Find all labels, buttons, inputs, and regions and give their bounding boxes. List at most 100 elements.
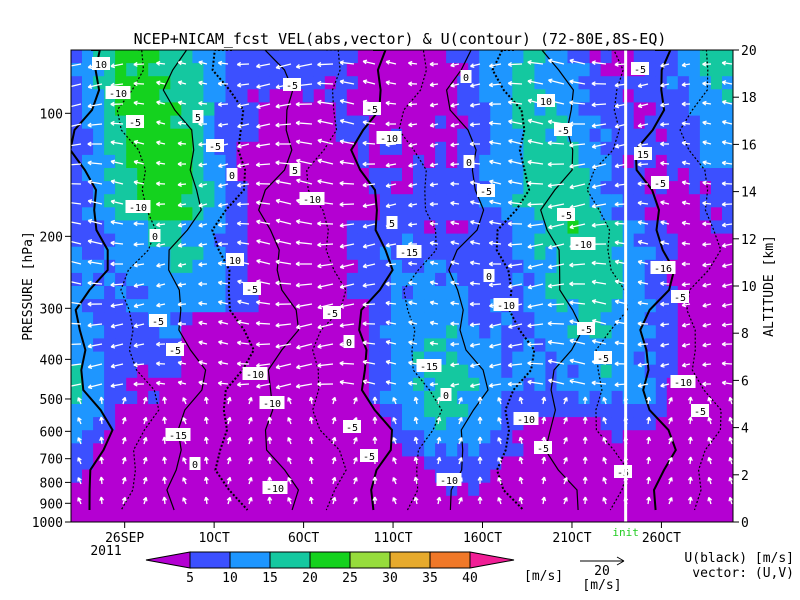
field-cell bbox=[633, 443, 646, 457]
wind-vector bbox=[177, 360, 187, 366]
field-cell bbox=[490, 220, 502, 235]
contour-label-box bbox=[343, 420, 361, 433]
field-cell bbox=[644, 115, 657, 130]
field-cell bbox=[170, 299, 182, 313]
field-cell bbox=[644, 508, 657, 522]
field-cell bbox=[688, 233, 701, 248]
field-cell bbox=[115, 390, 127, 405]
wind-vector bbox=[728, 436, 733, 445]
field-cell bbox=[203, 272, 215, 287]
field-cell bbox=[104, 469, 116, 484]
field-cell bbox=[479, 377, 491, 392]
field-cell bbox=[324, 50, 337, 64]
field-cell bbox=[655, 390, 668, 405]
field-cell bbox=[170, 128, 182, 143]
wind-vector bbox=[133, 362, 145, 368]
wind-vector bbox=[247, 416, 253, 425]
field-cell bbox=[413, 272, 425, 287]
field-cell bbox=[115, 456, 127, 471]
field-cell bbox=[501, 364, 513, 379]
y2-tick-label: 14 bbox=[741, 186, 757, 201]
wind-vector bbox=[353, 397, 358, 405]
field-cell bbox=[722, 154, 733, 169]
field-cell bbox=[104, 272, 116, 287]
field-cell bbox=[512, 207, 524, 221]
field-cell bbox=[666, 63, 679, 77]
field-cell bbox=[280, 495, 293, 510]
field-cell bbox=[457, 495, 469, 510]
field-cell bbox=[159, 338, 171, 353]
field-cell bbox=[611, 430, 624, 444]
field-cell bbox=[622, 430, 635, 444]
field-cell bbox=[291, 286, 304, 300]
wind-vector bbox=[721, 243, 733, 248]
field-cell bbox=[379, 168, 392, 182]
wind-vector bbox=[637, 383, 649, 388]
wind-vector bbox=[236, 82, 250, 88]
field-cell bbox=[688, 364, 701, 379]
field-cell bbox=[170, 417, 182, 431]
wind-vector bbox=[721, 119, 733, 125]
field-cell bbox=[402, 76, 414, 90]
wind-vector bbox=[142, 496, 148, 505]
field-cell bbox=[104, 377, 116, 392]
field-cell bbox=[368, 207, 381, 221]
field-cell bbox=[159, 141, 171, 156]
field-cell bbox=[523, 495, 535, 510]
field-cell bbox=[236, 299, 249, 313]
wind-vector bbox=[317, 138, 334, 145]
wind-vector bbox=[275, 343, 292, 349]
wind-vector bbox=[436, 436, 442, 445]
field-cell bbox=[313, 220, 326, 235]
field-cell bbox=[82, 141, 94, 156]
field-cell bbox=[688, 128, 701, 143]
field-cell bbox=[335, 233, 348, 248]
field-cell bbox=[357, 495, 370, 510]
colorbar-tick-label: 15 bbox=[262, 571, 278, 586]
field-cell bbox=[258, 76, 271, 90]
field-cell bbox=[688, 286, 701, 300]
field-cell bbox=[335, 312, 348, 326]
wind-vector bbox=[637, 321, 649, 327]
field-cell bbox=[104, 115, 116, 130]
contour-label: -10 bbox=[266, 484, 284, 495]
wind-vector bbox=[646, 436, 652, 445]
field-cell bbox=[644, 128, 657, 143]
field-cell bbox=[567, 312, 580, 326]
field-cell bbox=[137, 456, 149, 471]
field-cell bbox=[115, 141, 127, 156]
contour-label-box bbox=[650, 261, 676, 274]
wind-vector bbox=[477, 416, 483, 425]
field-cell bbox=[677, 404, 690, 418]
wind-vector bbox=[177, 80, 187, 86]
field-cell bbox=[446, 168, 458, 182]
contour-label-box bbox=[376, 131, 402, 144]
field-cell bbox=[446, 272, 458, 287]
wind-vector bbox=[71, 363, 82, 366]
field-cell bbox=[446, 404, 458, 418]
wind-vector bbox=[142, 416, 148, 425]
field-cell bbox=[545, 128, 557, 143]
wind-vector bbox=[702, 81, 712, 87]
field-cell bbox=[490, 272, 502, 287]
field-cell bbox=[71, 141, 83, 156]
y2-tick-label: 4 bbox=[741, 422, 749, 437]
field-cell bbox=[170, 220, 182, 235]
field-cell bbox=[578, 417, 591, 431]
field-cell bbox=[633, 89, 646, 103]
field-cell bbox=[313, 128, 326, 143]
field-cell bbox=[589, 482, 602, 497]
field-cell bbox=[203, 259, 215, 274]
field-cell bbox=[159, 128, 171, 143]
chart-title: NCEP+NICAM_fcst VEL(abs,vector) & U(cont… bbox=[134, 30, 667, 48]
field-cell bbox=[413, 404, 425, 418]
wind-vector bbox=[155, 181, 166, 187]
field-cell bbox=[214, 482, 226, 497]
contour-label-box bbox=[243, 282, 261, 295]
field-cell bbox=[424, 76, 436, 90]
field-cell bbox=[82, 482, 94, 497]
field-cell bbox=[82, 194, 94, 208]
field-cell bbox=[181, 272, 193, 287]
field-cell bbox=[655, 325, 668, 339]
field-cell bbox=[346, 325, 359, 339]
